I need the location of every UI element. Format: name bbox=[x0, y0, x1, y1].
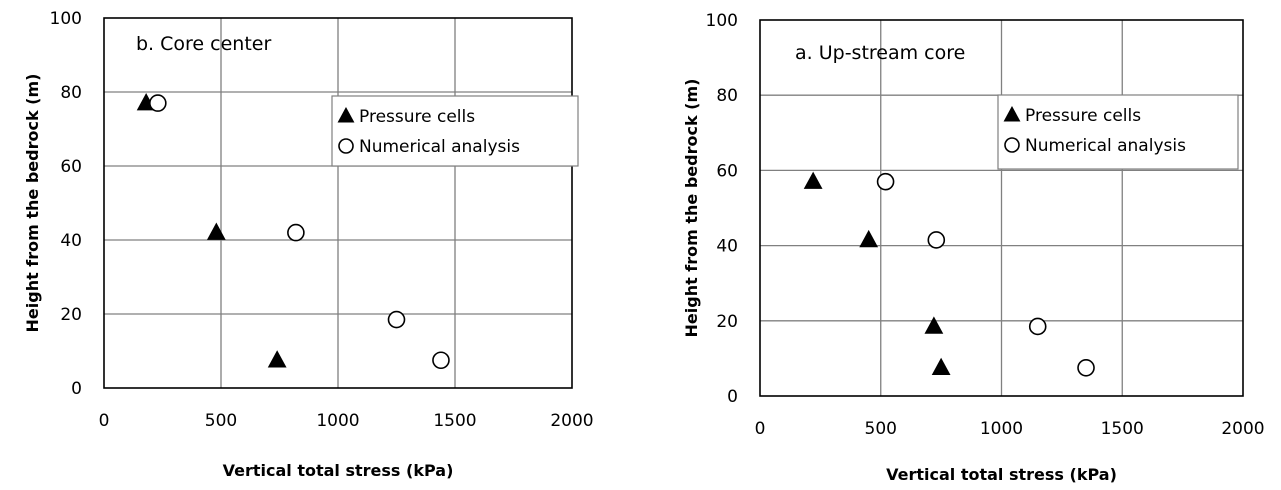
data-point-triangle bbox=[267, 350, 287, 368]
y-tick-label: 80 bbox=[716, 86, 738, 106]
legend-marker-circle bbox=[338, 138, 354, 154]
chart-title: b. Core center bbox=[136, 33, 271, 55]
y-tick-label: 0 bbox=[727, 387, 738, 407]
legend-label: Pressure cells bbox=[359, 107, 475, 127]
x-tick-label: 500 bbox=[205, 411, 237, 431]
legend-label: Numerical analysis bbox=[359, 137, 520, 157]
x-axis-title: Vertical total stress (kPa) bbox=[223, 461, 454, 480]
y-tick-label: 0 bbox=[71, 379, 82, 399]
x-tick-label: 0 bbox=[99, 411, 110, 431]
data-point-circle bbox=[927, 231, 946, 249]
legend-label: Numerical analysis bbox=[1025, 136, 1186, 156]
y-tick-label: 80 bbox=[60, 83, 82, 103]
series-pressure-cells bbox=[136, 93, 287, 368]
y-axis-title: Height from the bedrock (m) bbox=[23, 74, 42, 333]
data-point-triangle bbox=[924, 316, 944, 334]
chart-panel-1: 0 500 1000 1500 2000 0 20 40 60 80 100 Vertical tot… bbox=[23, 9, 594, 480]
x-tick-label: 1500 bbox=[433, 411, 476, 431]
series-pressure-cells bbox=[803, 171, 951, 376]
legend-marker-circle bbox=[1004, 137, 1020, 153]
y-axis-title: Height from the bedrock (m) bbox=[682, 79, 701, 338]
chart-title: a. Up-stream core bbox=[795, 42, 965, 64]
data-point-circle bbox=[432, 351, 450, 370]
legend-box bbox=[331, 95, 579, 167]
data-point-triangle bbox=[931, 357, 951, 376]
chart-panel-2: 0 500 1000 1500 2000 0 20 40 60 80 100 Vertical tot… bbox=[682, 11, 1265, 484]
legend: Pressure cells Numerical analysis bbox=[331, 95, 579, 167]
y-tick-label: 60 bbox=[60, 157, 82, 177]
data-point-triangle bbox=[206, 222, 226, 240]
legend-marker-triangle bbox=[1003, 105, 1021, 122]
x-tick-label: 2000 bbox=[550, 411, 593, 431]
x-axis-title: Vertical total stress (kPa) bbox=[886, 465, 1117, 484]
data-point-circle bbox=[1028, 317, 1047, 336]
x-tick-label: 0 bbox=[755, 419, 766, 439]
x-tick-label: 2000 bbox=[1221, 419, 1264, 439]
y-tick-label: 20 bbox=[716, 312, 738, 332]
x-tick-label: 1000 bbox=[980, 419, 1023, 439]
data-point-triangle bbox=[859, 229, 879, 248]
data-point-circle bbox=[287, 223, 305, 242]
legend-label: Pressure cells bbox=[1025, 106, 1141, 126]
legend-marker-triangle bbox=[337, 106, 355, 123]
legend-box bbox=[997, 94, 1239, 170]
data-point-circle bbox=[387, 310, 406, 329]
y-tick-label: 100 bbox=[50, 9, 82, 29]
series-numerical-analysis bbox=[149, 94, 450, 370]
y-tick-label: 60 bbox=[716, 161, 738, 181]
plot-area bbox=[759, 19, 1244, 397]
y-tick-label: 40 bbox=[60, 231, 82, 251]
data-point-circle bbox=[149, 94, 167, 112]
data-point-triangle bbox=[803, 171, 823, 189]
y-tick-label: 100 bbox=[706, 11, 738, 31]
y-tick-label: 20 bbox=[60, 305, 82, 325]
x-tick-label: 1000 bbox=[316, 411, 359, 431]
y-tick-label: 40 bbox=[716, 237, 738, 257]
data-point-circle bbox=[1077, 358, 1095, 377]
x-tick-label: 1500 bbox=[1101, 419, 1144, 439]
x-tick-label: 500 bbox=[865, 419, 897, 439]
plot-area bbox=[103, 17, 573, 389]
series-numerical-analysis bbox=[876, 172, 1095, 377]
data-point-circle bbox=[876, 172, 895, 191]
legend: Pressure cells Numerical analysis bbox=[997, 94, 1239, 170]
